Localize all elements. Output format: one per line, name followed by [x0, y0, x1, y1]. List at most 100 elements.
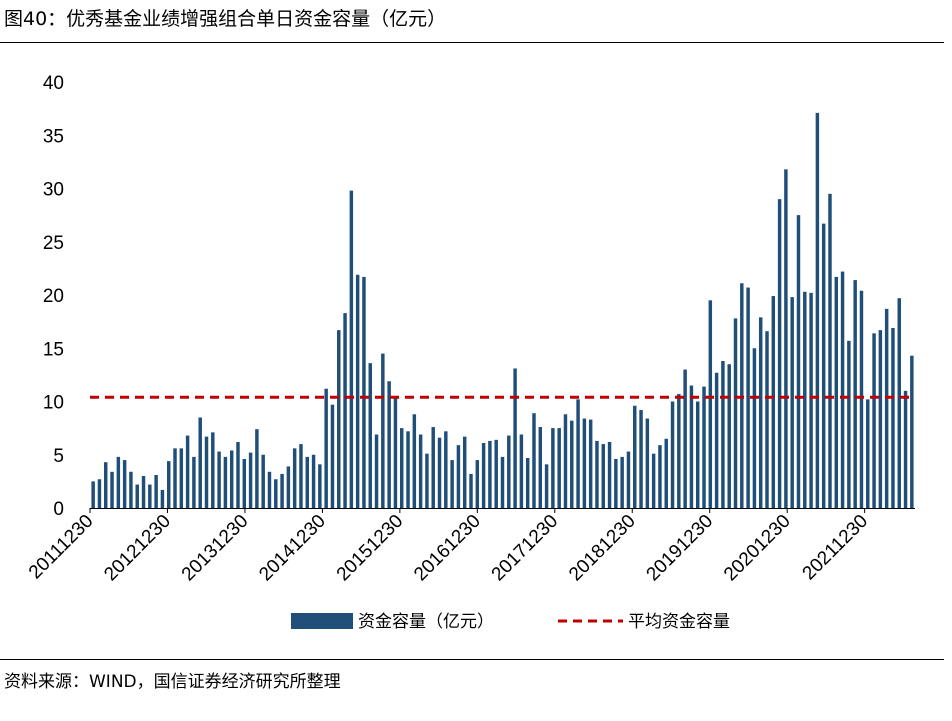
bar — [696, 401, 700, 508]
bar — [488, 440, 492, 508]
bar — [853, 280, 857, 508]
bar — [828, 193, 832, 508]
bar — [412, 414, 417, 508]
x-axis: 20111230 20121230 20131230 20141230 20151230… — [25, 508, 872, 585]
bar — [872, 333, 876, 508]
bar — [324, 388, 328, 508]
y-tick-label: 35 — [43, 126, 64, 147]
bar — [809, 292, 813, 508]
bar — [166, 461, 171, 508]
bar — [387, 381, 391, 508]
bar — [400, 428, 404, 509]
x-tick-label: 20141230 — [255, 511, 330, 586]
bar — [538, 427, 543, 508]
bar — [884, 308, 889, 508]
y-tick-label: 20 — [43, 286, 64, 307]
bar — [456, 445, 461, 508]
y-tick-label: 30 — [43, 180, 64, 201]
bar — [563, 414, 568, 508]
bar — [721, 361, 725, 508]
bar — [532, 413, 536, 508]
bar — [368, 363, 372, 508]
bar — [891, 328, 895, 508]
bar — [255, 429, 259, 508]
bar — [576, 399, 580, 508]
bar — [507, 435, 511, 508]
bar — [330, 404, 335, 508]
bar — [544, 464, 549, 508]
bar — [746, 287, 750, 508]
bar — [305, 456, 309, 508]
legend-line-label: 平均资金容量 — [628, 612, 730, 632]
bar — [677, 394, 681, 508]
bar — [500, 456, 505, 508]
bar — [374, 434, 379, 508]
source-note: 资料来源：WIND，国信证券经济研究所整理 — [4, 672, 341, 692]
bar-chart: 0 5 10 15 20 25 30 35 40 20111230 20121230 2013123… — [25, 73, 915, 632]
bar — [148, 484, 152, 508]
y-tick-label: 10 — [43, 393, 64, 414]
bar — [645, 418, 650, 508]
y-tick-label: 15 — [43, 339, 64, 360]
bar — [765, 331, 769, 508]
x-tick-label: 20211230 — [799, 511, 873, 585]
bar — [406, 431, 410, 508]
bar — [790, 297, 794, 508]
bar — [223, 456, 228, 508]
bar — [469, 473, 473, 508]
bar — [670, 401, 675, 508]
bar — [664, 438, 668, 508]
y-tick-label: 40 — [43, 73, 64, 94]
bar — [840, 271, 845, 508]
bar — [847, 340, 851, 508]
bar — [349, 190, 354, 508]
bar — [689, 385, 694, 508]
bar — [362, 276, 366, 508]
bar — [431, 427, 435, 508]
bar — [614, 459, 618, 508]
bar — [236, 441, 240, 508]
bar — [557, 428, 561, 509]
bar — [311, 454, 316, 508]
bar — [595, 440, 599, 508]
bar — [903, 390, 908, 508]
bar — [393, 398, 398, 508]
bar — [784, 169, 788, 508]
bar — [588, 419, 593, 508]
bar — [355, 274, 360, 508]
bar — [129, 471, 133, 508]
bar — [450, 460, 454, 508]
bar — [198, 417, 202, 508]
bar — [160, 489, 165, 508]
bar — [626, 451, 631, 508]
bar — [343, 313, 347, 508]
bar — [462, 436, 467, 508]
bar — [740, 283, 744, 508]
bar — [570, 420, 574, 508]
bar — [91, 481, 95, 509]
bar — [337, 330, 341, 508]
bar — [910, 355, 914, 508]
y-axis: 0 5 10 15 20 25 30 35 40 — [43, 73, 64, 520]
bar — [702, 386, 706, 508]
bar — [633, 405, 637, 508]
x-tick-label: 20111230 — [25, 511, 98, 584]
bar — [708, 300, 713, 508]
bar — [248, 452, 253, 508]
bar — [381, 353, 385, 508]
bar — [897, 298, 901, 508]
bar — [714, 372, 719, 508]
bar — [752, 348, 757, 508]
bar — [815, 112, 820, 508]
bar — [141, 476, 146, 508]
bar — [122, 460, 127, 508]
bar — [135, 484, 139, 508]
source-rule — [0, 659, 944, 660]
bar — [425, 453, 429, 508]
bar — [444, 431, 448, 508]
bar — [878, 330, 883, 508]
x-tick-label: 20191230 — [643, 511, 718, 586]
x-tick-label: 20171230 — [488, 511, 563, 586]
x-tick-label: 20201230 — [720, 511, 795, 586]
bar — [620, 456, 624, 508]
